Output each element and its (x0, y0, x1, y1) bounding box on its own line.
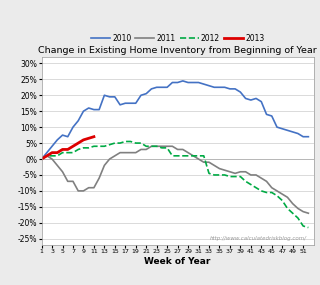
2012 (218, 173, 221, 177)
2012 (291, 211, 295, 215)
2013 (76, 141, 80, 145)
2013 (55, 151, 59, 154)
2011 (171, 144, 174, 148)
Line: 2012: 2012 (42, 141, 308, 227)
2011 (40, 157, 44, 161)
2010 (134, 101, 138, 105)
2012 (124, 140, 127, 143)
2012 (171, 154, 174, 158)
Line: 2011: 2011 (42, 146, 308, 213)
2011 (218, 167, 221, 170)
2010 (165, 86, 169, 89)
2010 (40, 157, 44, 161)
2012 (60, 151, 64, 154)
Text: http://www.calculatedriskblog.com/: http://www.calculatedriskblog.com/ (210, 236, 307, 241)
2011 (149, 144, 153, 148)
2013 (92, 135, 96, 139)
Line: 2013: 2013 (42, 137, 94, 159)
2013 (82, 138, 85, 142)
2013 (50, 151, 54, 154)
2010 (60, 133, 64, 137)
2011 (307, 211, 310, 215)
X-axis label: Week of Year: Week of Year (144, 257, 211, 266)
2012 (207, 172, 211, 175)
2011 (134, 151, 138, 154)
2012 (307, 226, 310, 229)
2013 (71, 144, 75, 148)
2010 (291, 130, 295, 134)
2011 (207, 160, 211, 164)
2010 (218, 86, 221, 89)
2013 (40, 157, 44, 161)
Title: Change in Existing Home Inventory from Beginning of Year: Change in Existing Home Inventory from B… (38, 46, 317, 55)
2012 (139, 141, 143, 145)
Line: 2010: 2010 (42, 81, 308, 159)
2010 (181, 79, 185, 83)
Legend: 2010, 2011, 2012, 2013: 2010, 2011, 2012, 2013 (91, 34, 265, 42)
2010 (307, 135, 310, 139)
2013 (60, 148, 64, 151)
2011 (60, 170, 64, 174)
2013 (66, 148, 70, 151)
2010 (207, 84, 211, 87)
2011 (291, 202, 295, 205)
2012 (40, 157, 44, 161)
2013 (45, 154, 49, 158)
2013 (87, 137, 91, 140)
